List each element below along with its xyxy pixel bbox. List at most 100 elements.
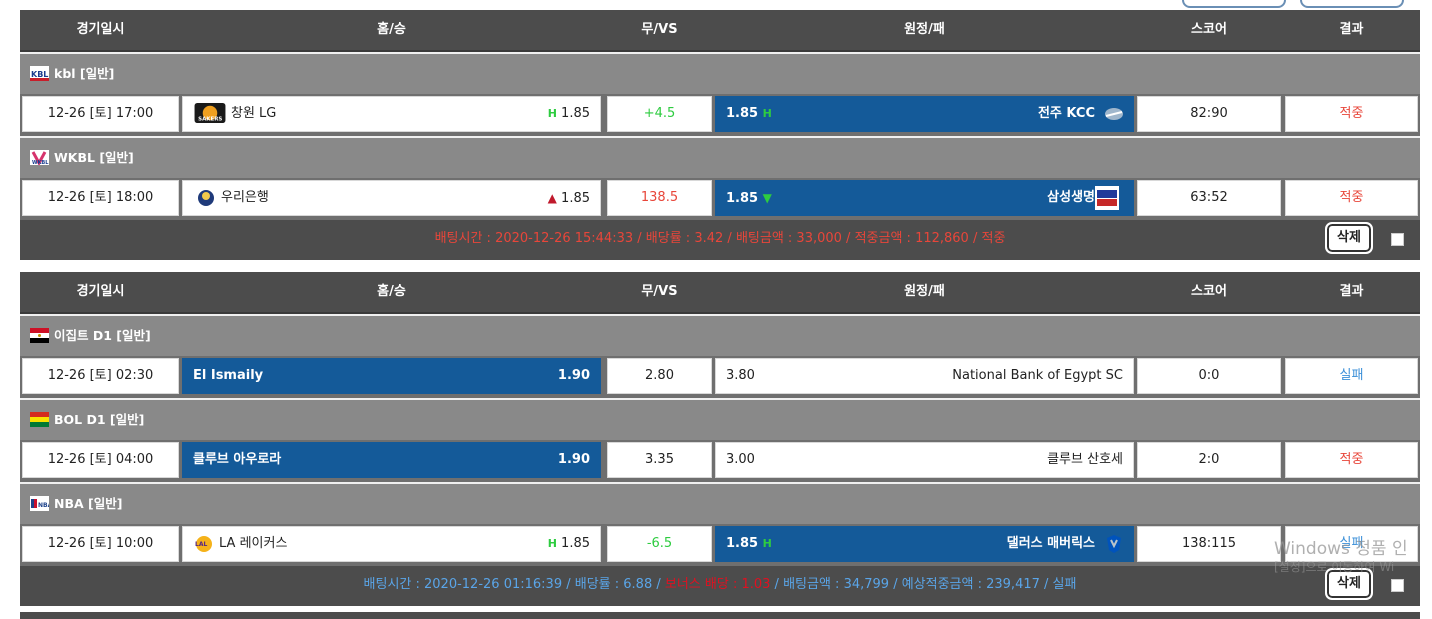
handicap-h-icon: H <box>547 537 557 550</box>
top-button-left[interactable] <box>1182 0 1286 8</box>
mavericks-logo-icon <box>1107 535 1121 553</box>
table-header: 경기일시 홈/승 무/VS 원정/패 스코어 결과 <box>20 272 1420 314</box>
delete-button[interactable]: 삭제 <box>1325 222 1373 254</box>
bet-time: 배팅시간 : 2020-12-26 15:44:33 <box>434 231 634 246</box>
home-option[interactable]: LAL LA 레이커스 H 1.85 <box>182 526 601 562</box>
wkbl-logo-icon: WKBL <box>30 150 49 165</box>
league-row: KBL kbl [일반] <box>20 52 1420 94</box>
home-option-selected[interactable]: 클루브 아우로라 1.90 <box>182 442 601 478</box>
separator: / <box>1039 577 1053 592</box>
bet-time: 배팅시간 : 2020-12-26 01:16:39 <box>363 577 563 592</box>
game-row: 12-26 [토] 18:00 우리은행 ▲ 1.85 138.5 1.85 ▼… <box>20 178 1420 220</box>
league-name: WKBL [일반] <box>54 150 134 165</box>
game-date: 12-26 [토] 10:00 <box>22 526 179 562</box>
bet-status: 실패 <box>1052 577 1077 592</box>
league-name: BOL D1 [일반] <box>54 412 145 427</box>
home-option[interactable]: 우리은행 ▲ 1.85 <box>182 180 601 216</box>
home-option-selected[interactable]: El Ismaily 1.90 <box>182 358 601 394</box>
away-option[interactable]: 3.80 National Bank of Egypt SC <box>715 358 1134 394</box>
draw-option[interactable]: 138.5 <box>607 180 712 216</box>
select-checkbox[interactable] <box>1391 579 1404 592</box>
bolivia-flag-icon <box>30 412 49 427</box>
header-score: 스코어 <box>1191 22 1227 37</box>
league-row: NBA NBA [일반] <box>20 482 1420 524</box>
arrow-up-icon: ▲ <box>547 191 557 205</box>
draw-option[interactable]: 2.80 <box>607 358 712 394</box>
bet-amount: 배팅금액 : 33,000 <box>735 231 842 246</box>
home-team-name: 클루브 아우로라 <box>193 452 282 467</box>
svg-text:KBL: KBL <box>31 70 48 79</box>
game-score: 2:0 <box>1137 442 1281 478</box>
home-odds: 1.90 <box>557 452 590 467</box>
away-option-selected[interactable]: 1.85 H 전주 KCC <box>715 96 1134 132</box>
away-option-selected[interactable]: 1.85 ▼ 삼성생명 <box>715 180 1134 216</box>
handicap-h-icon: H <box>762 107 772 120</box>
separator: / <box>562 577 575 592</box>
away-team-name: 클루브 산호세 <box>1047 452 1123 467</box>
away-option-selected[interactable]: 1.85 H 댈러스 매버릭스 <box>715 526 1134 562</box>
svg-text:WKBL: WKBL <box>32 160 49 165</box>
separator: / <box>968 231 982 246</box>
game-score: 63:52 <box>1137 180 1281 216</box>
home-odds: 1.90 <box>557 368 590 383</box>
bet-slip-2: 경기일시 홈/승 무/VS 원정/패 스코어 결과 이집트 D1 [일반] 12… <box>20 272 1420 606</box>
samsung-logo-icon <box>1095 186 1119 210</box>
draw-option[interactable]: +4.5 <box>607 96 712 132</box>
top-button-right[interactable] <box>1300 0 1404 8</box>
game-date: 12-26 [토] 18:00 <box>22 180 179 216</box>
game-result: 실패 <box>1285 526 1418 562</box>
draw-option[interactable]: 3.35 <box>607 442 712 478</box>
next-slip-edge <box>20 612 1420 619</box>
bet-summary: 배팅시간 : 2020-12-26 15:44:33 / 배당률 : 3.42 … <box>20 220 1420 260</box>
game-result: 적중 <box>1285 180 1418 216</box>
game-row: 12-26 [토] 17:00 SAKERS 창원 LG H 1.85 +4.5… <box>20 94 1420 136</box>
game-date: 12-26 [토] 17:00 <box>22 96 179 132</box>
bet-status: 적중 <box>981 231 1006 246</box>
bet-summary: 배팅시간 : 2020-12-26 01:16:39 / 배당률 : 6.88 … <box>20 566 1420 606</box>
header-home: 홈/승 <box>377 22 406 37</box>
home-odds: 1.85 <box>561 106 590 121</box>
lakers-style-logo-icon: SAKERS <box>194 103 226 123</box>
bet-odds: 배당률 : 3.42 <box>645 231 724 246</box>
handicap-h-icon: H <box>762 537 772 550</box>
home-option[interactable]: SAKERS 창원 LG H 1.85 <box>182 96 601 132</box>
game-row: 12-26 [토] 10:00 LAL LA 레이커스 H 1.85 -6.5 … <box>20 524 1420 566</box>
game-row: 12-26 [토] 04:00 클루브 아우로라 1.90 3.35 3.00 … <box>20 440 1420 482</box>
game-score: 138:115 <box>1137 526 1281 562</box>
separator: / <box>889 577 902 592</box>
separator: / <box>652 577 665 592</box>
game-result: 적중 <box>1285 96 1418 132</box>
table-header: 경기일시 홈/승 무/VS 원정/패 스코어 결과 <box>20 10 1420 52</box>
header-date: 경기일시 <box>76 284 125 299</box>
kcc-logo-icon <box>1105 108 1123 120</box>
header-away: 원정/패 <box>904 22 945 37</box>
away-odds: 1.85 <box>726 191 759 206</box>
separator: / <box>841 231 855 246</box>
bet-slip-1: 경기일시 홈/승 무/VS 원정/패 스코어 결과 KBL kbl [일반] 1… <box>20 10 1420 260</box>
home-team-name: El Ismaily <box>193 368 264 383</box>
svg-text:LAL: LAL <box>195 541 207 548</box>
arrow-down-icon: ▼ <box>762 191 772 205</box>
away-option[interactable]: 3.00 클루브 산호세 <box>715 442 1134 478</box>
header-result: 결과 <box>1339 22 1364 37</box>
nba-logo-icon: NBA <box>30 496 49 511</box>
header-draw: 무/VS <box>641 22 678 37</box>
league-name: NBA [일반] <box>54 496 123 511</box>
svg-text:NBA: NBA <box>38 502 49 509</box>
windows-activation-hint: [설정]으로 이동하여 Wi <box>1274 560 1395 574</box>
handicap-h-icon: H <box>547 107 557 120</box>
lakers-logo-icon: LAL <box>195 536 212 552</box>
bonus-odds: 보너스 배당 : 1.03 <box>664 577 771 592</box>
select-checkbox[interactable] <box>1391 233 1404 246</box>
game-row: 12-26 [토] 02:30 El Ismaily 1.90 2.80 3.8… <box>20 356 1420 398</box>
home-team-name: 우리은행 <box>221 190 269 205</box>
away-odds: 1.85 <box>726 536 759 551</box>
delete-button[interactable]: 삭제 <box>1325 568 1373 600</box>
header-draw: 무/VS <box>641 284 678 299</box>
draw-option[interactable]: -6.5 <box>607 526 712 562</box>
home-odds: 1.85 <box>561 536 590 551</box>
separator: / <box>723 231 736 246</box>
separator: / <box>633 231 646 246</box>
egypt-flag-icon <box>30 328 49 343</box>
away-team-name: National Bank of Egypt SC <box>952 368 1123 383</box>
